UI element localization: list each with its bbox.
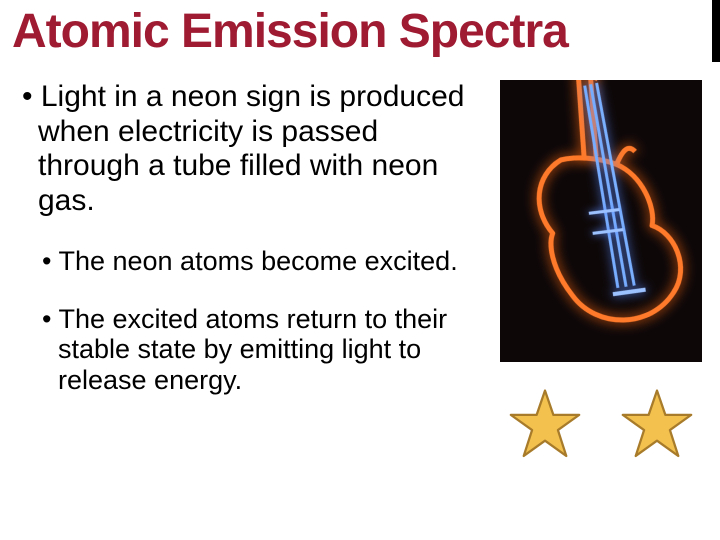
star-row <box>500 386 702 462</box>
bullet-sub1-text: The neon atoms become excited. <box>58 246 457 276</box>
neon-guitar-svg <box>500 80 702 362</box>
bullet-dot: • <box>42 246 58 276</box>
neon-guitar-image <box>500 80 702 362</box>
bullet-main: • Light in a neon sign is produced when … <box>0 80 500 218</box>
slide-title: Atomic Emission Spectra <box>0 0 720 56</box>
bullet-sub-2: • The excited atoms return to their stab… <box>0 304 520 395</box>
star-icon <box>506 386 584 462</box>
star-icon <box>618 386 696 462</box>
bullet-dot: • <box>22 80 41 113</box>
right-column <box>500 80 702 462</box>
bullet-sub2-text: The excited atoms return to their stable… <box>58 304 447 394</box>
slide: Atomic Emission Spectra • Light in a neo… <box>0 0 720 540</box>
bullet-dot: • <box>42 304 58 334</box>
bullet-main-text: Light in a neon sign is produced when el… <box>38 80 464 217</box>
decorative-strip <box>712 0 720 62</box>
bullet-sub-1: • The neon atoms become excited. <box>0 246 520 276</box>
